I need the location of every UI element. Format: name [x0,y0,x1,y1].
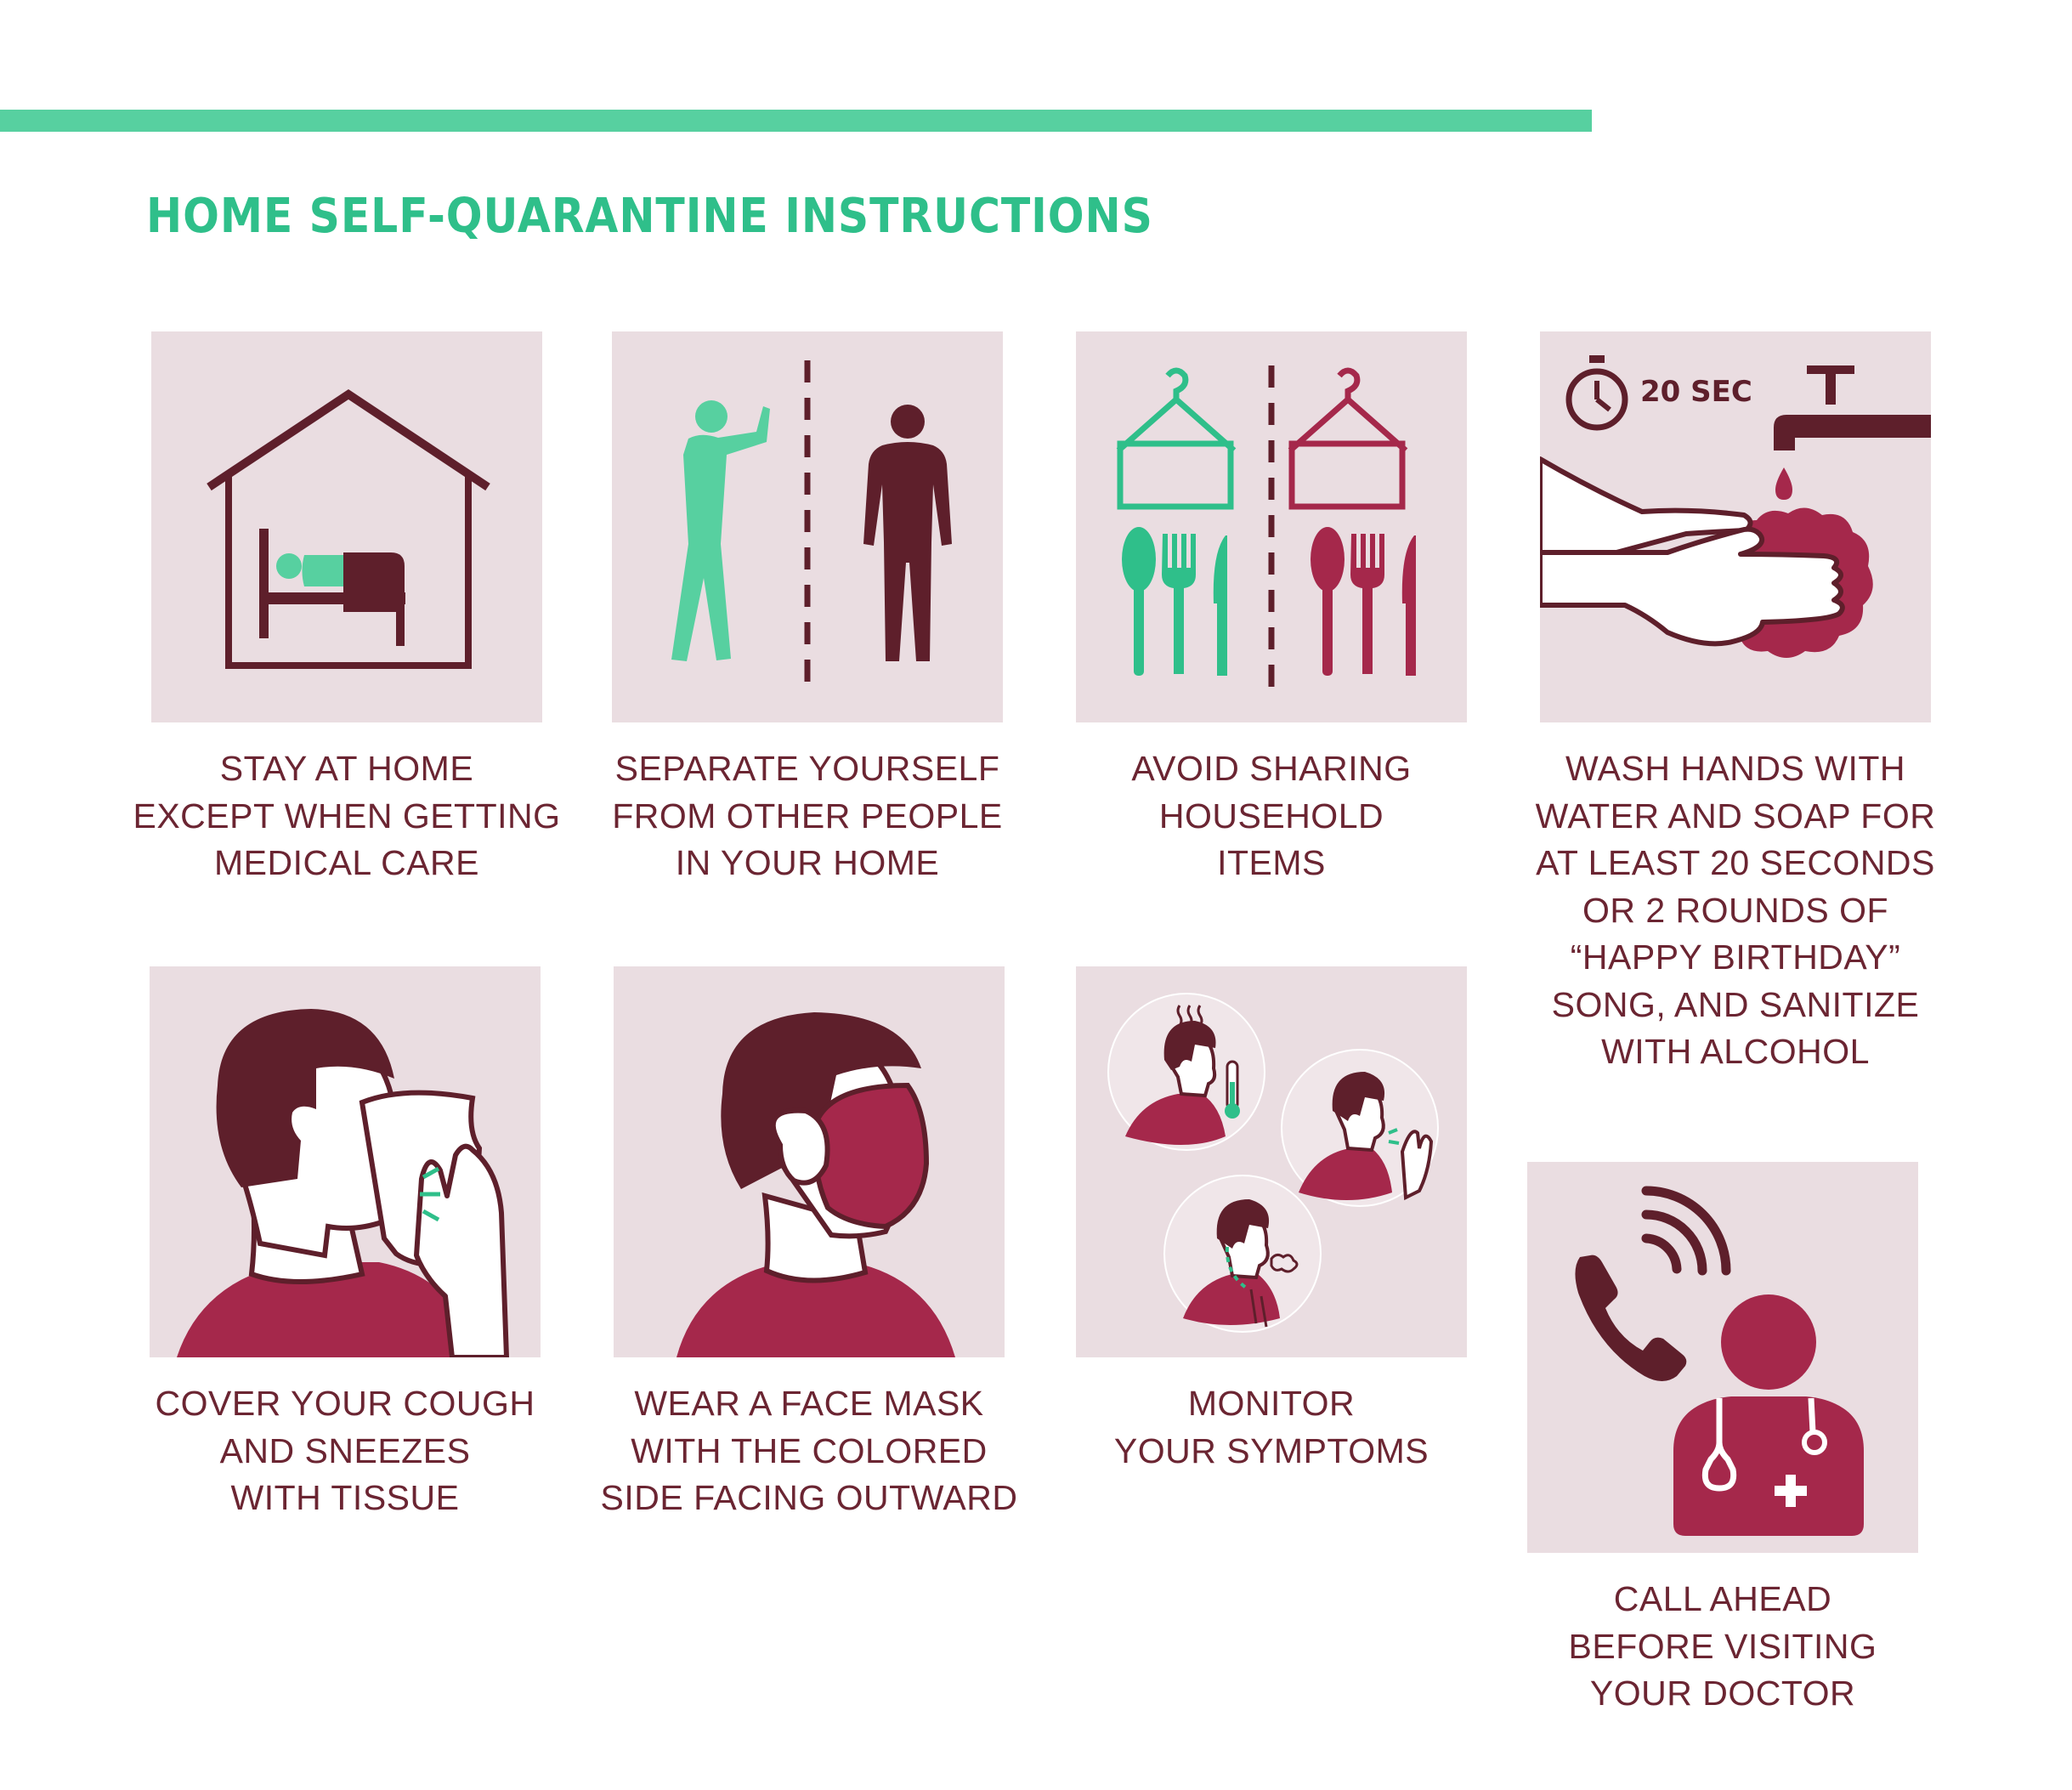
caption-line: WEAR A FACE MASK [634,1384,984,1423]
caption-stay-home: STAY AT HOME EXCEPT WHEN GETTING MEDICAL… [109,745,585,887]
caption-line: SEPARATE YOURSELF [614,749,1000,788]
tile-wash-hands: 20 SEC [1540,331,1931,722]
caption-line: YOUR DOCTOR [1589,1674,1856,1713]
caption-avoid-sharing: AVOID SHARING HOUSEHOLD ITEMS [1033,745,1509,887]
caption-line: EXCEPT WHEN GETTING [133,796,561,836]
caption-call-doctor: CALL AHEAD BEFORE VISITING YOUR DOCTOR [1485,1576,1961,1718]
household-items-icon [1116,365,1416,697]
caption-line: WITH THE COLORED [631,1430,988,1470]
caption-line: “HAPPY BIRTHDAY” [1570,937,1901,977]
caption-line: MONITOR [1187,1384,1356,1423]
tile-stay-home [151,331,542,722]
caption-line: OR 2 ROUNDS OF [1582,890,1889,930]
caption-line: CALL AHEAD [1613,1579,1832,1618]
caption-separate: SEPARATE YOURSELF FROM OTHER PEOPLE IN Y… [569,745,1045,887]
tile-monitor-symptoms [1076,966,1467,1357]
caption-face-mask: WEAR A FACE MASK WITH THE COLORED SIDE F… [571,1380,1047,1522]
caption-line: STAY AT HOME [219,749,474,788]
hand-washing-icon: 20 SEC [1540,355,1931,658]
caption-line: WATER AND SOAP FOR [1535,796,1936,836]
caption-line: AVOID SHARING [1131,749,1412,788]
caption-wash-hands: WASH HANDS WITH WATER AND SOAP FOR AT LE… [1497,745,1973,1076]
caption-line: WITH ALCOHOL [1601,1032,1870,1071]
caption-line: AND SNEEZES [219,1430,471,1470]
house-bed-icon [207,388,490,669]
caption-line: BEFORE VISITING [1568,1626,1877,1666]
caption-line: SIDE FACING OUTWARD [600,1478,1018,1517]
caption-monitor-symptoms: MONITOR YOUR SYMPTOMS [1033,1380,1509,1475]
caption-line: COVER YOUR COUGH [155,1384,535,1423]
top-accent-bar [0,110,1592,132]
cough-tissue-icon [177,1009,509,1357]
caption-cover-cough: COVER YOUR COUGH AND SNEEZES WITH TISSUE [107,1380,583,1522]
caption-line: YOUR SYMPTOMS [1113,1430,1429,1470]
symptoms-icon [1107,993,1439,1333]
caption-line: HOUSEHOLD [1158,796,1384,836]
caption-line: FROM OTHER PEOPLE [612,796,1003,836]
tile-cover-cough [150,966,541,1357]
caption-line: SONG, AND SANITIZE [1551,984,1920,1024]
tile-face-mask [614,966,1005,1357]
caption-line: AT LEAST 20 SECONDS [1536,843,1935,882]
tile-call-doctor [1527,1162,1918,1553]
caption-line: WASH HANDS WITH [1565,749,1906,788]
caption-line: IN YOUR HOME [675,843,940,882]
call-doctor-icon [1575,1186,1864,1536]
page-title: HOME SELF-QUARANTINE INSTRUCTIONS [146,189,1153,244]
tile-separate [612,331,1003,722]
timer-label: 20 SEC [1640,375,1752,409]
face-mask-icon [677,1012,955,1357]
social-distance-icon [671,360,952,694]
caption-line: ITEMS [1217,843,1326,882]
caption-line: WITH TISSUE [230,1478,460,1517]
caption-line: MEDICAL CARE [213,843,480,882]
tile-avoid-sharing [1076,331,1467,722]
